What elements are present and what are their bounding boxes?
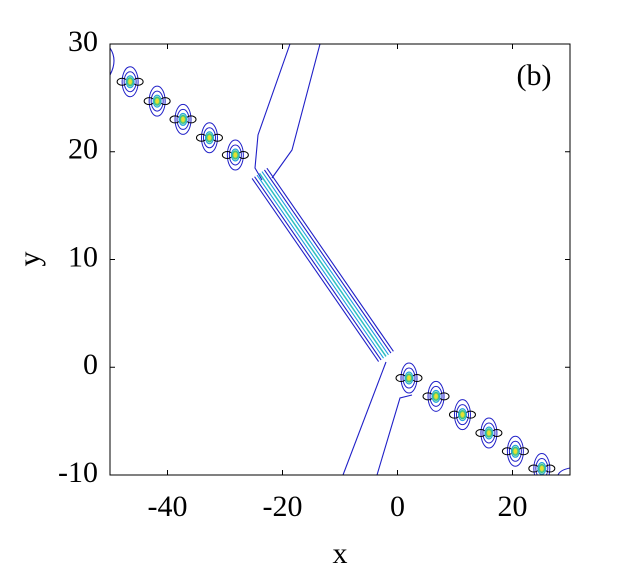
contour-line <box>376 394 413 475</box>
x-tick-label: -20 <box>263 490 303 523</box>
peak <box>207 135 212 141</box>
peak-contour <box>455 404 469 426</box>
x-tick-label: 20 <box>498 490 528 523</box>
peak-contour <box>150 90 164 112</box>
annotation: (b) <box>517 59 552 92</box>
envelope-contours <box>110 44 570 475</box>
x-axis-label: x <box>333 537 348 570</box>
peak-contour <box>480 417 498 449</box>
soliton-contour <box>266 167 394 352</box>
axes-box <box>109 43 571 476</box>
peak <box>487 430 491 436</box>
peak-contour <box>535 458 549 475</box>
peak <box>460 412 465 418</box>
y-tick-label: 0 <box>83 348 98 381</box>
peak-contour <box>202 127 216 149</box>
peak-contour <box>174 103 192 135</box>
peak <box>155 98 159 104</box>
peak <box>128 79 132 85</box>
peak-contour <box>402 367 416 389</box>
soliton-contour <box>263 169 392 354</box>
peak-contour <box>176 108 190 130</box>
peak-contour <box>453 399 471 431</box>
peak-contour <box>506 435 524 467</box>
soliton-contour <box>251 178 380 362</box>
x-tick-label: 0 <box>390 490 405 523</box>
peak <box>540 466 544 472</box>
soliton-ridge <box>258 172 387 357</box>
peak-contour <box>200 122 218 154</box>
peak <box>407 375 411 381</box>
contour-line <box>557 467 570 475</box>
plot-marks <box>116 66 556 475</box>
contour-line <box>110 47 115 76</box>
peak-contour <box>228 144 242 166</box>
contour-line <box>254 44 291 181</box>
soliton-contour <box>256 174 384 359</box>
peak <box>181 116 185 122</box>
peak-contour <box>123 71 137 93</box>
peak-contour <box>226 139 244 171</box>
contour-line <box>342 361 387 475</box>
contour-line <box>271 44 321 179</box>
peak <box>434 393 438 399</box>
soliton-contour <box>254 176 382 361</box>
peak-contour <box>427 380 445 412</box>
peak <box>233 152 238 158</box>
soliton-contour <box>261 171 389 356</box>
peak-contour <box>148 85 166 117</box>
peak-contour <box>482 422 496 444</box>
peak-contour <box>400 362 418 394</box>
peak <box>513 448 518 454</box>
y-axis-label: y <box>13 252 46 267</box>
y-tick-label: 30 <box>68 25 98 58</box>
y-tick-label: 20 <box>68 133 98 166</box>
peak-contour <box>508 440 522 462</box>
x-tick-label: -40 <box>148 490 188 523</box>
y-tick-label: -10 <box>58 456 98 489</box>
peak-contour <box>429 385 443 407</box>
peak-contour <box>533 453 551 475</box>
peak-contour <box>121 66 139 98</box>
y-tick-label: 10 <box>68 240 98 273</box>
